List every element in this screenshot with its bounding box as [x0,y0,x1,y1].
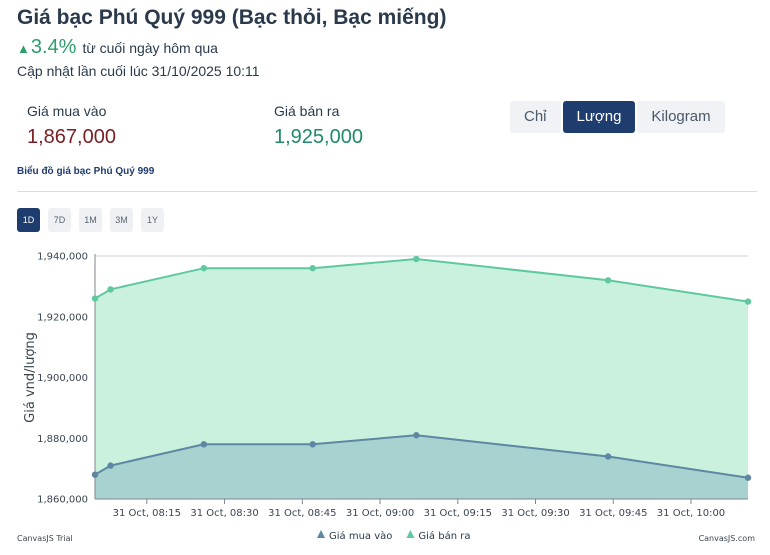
buy-legend-label[interactable]: Giá mua vào [329,530,392,542]
x-tick-label: 31 Oct, 09:45 [579,508,647,519]
y-axis-title: Giá vnd/lượng [23,332,38,423]
buy-data-point[interactable] [604,453,612,460]
y-tick-label: 1,940,000 [37,252,88,263]
up-arrow-icon: ▲ [17,41,30,56]
x-tick-label: 31 Oct, 08:45 [268,508,336,519]
sell-data-point[interactable] [91,295,99,302]
x-tick-label: 31 Oct, 09:15 [424,508,492,519]
buy-data-point[interactable] [413,432,420,439]
sell-data-point[interactable] [604,277,612,284]
page-title: Giá bạc Phú Quý 999 (Bạc thỏi, Bạc miếng… [17,6,447,29]
x-tick-label: 31 Oct, 09:30 [501,508,569,519]
y-tick-label: 1,860,000 [37,495,88,506]
sell-series-area [95,259,748,499]
buy-series-area [95,435,748,499]
change-percent: 3.4% [30,36,77,58]
canvasjs-credit: CanvasJS.com [699,534,756,543]
range-tabs: 1D 7D 1M 3M 1Y [17,208,164,232]
y-tick-label: 1,900,000 [37,373,88,384]
change-since-label: từ cuối ngày hôm qua [82,40,218,56]
chart-caption: Biểu đồ giá bạc Phú Quý 999 [17,166,155,177]
sell-data-point[interactable] [107,286,114,293]
unit-tab-kilogram[interactable]: Kilogram [637,101,725,133]
buy-legend-marker [317,530,325,538]
divider [17,191,757,192]
unit-tab-luong[interactable]: Lượng [562,101,636,133]
range-tab-3m[interactable]: 3M [110,208,133,232]
buy-data-point[interactable] [309,441,316,448]
sell-data-point[interactable] [413,255,420,263]
y-tick-label: 1,880,000 [37,434,88,445]
x-tick-label: 31 Oct, 08:15 [113,508,181,519]
buy-data-point[interactable] [91,471,99,478]
sell-data-point[interactable] [200,264,208,272]
buy-data-point[interactable] [107,462,114,469]
sell-data-point[interactable] [309,264,316,272]
x-tick-label: 31 Oct, 09:00 [346,508,414,519]
range-tab-1y[interactable]: 1Y [141,208,164,232]
x-tick-label: 31 Oct, 08:30 [190,508,258,519]
buy-price-label: Giá mua vào [27,103,107,119]
y-tick-label: 1,920,000 [37,312,88,323]
buy-price-value: 1,867,000 [27,126,116,148]
last-updated: Cập nhật lần cuối lúc 31/10/2025 10:11 [17,63,260,79]
sell-data-point[interactable] [744,298,752,305]
range-tab-1d[interactable]: 1D [17,208,40,232]
x-tick-label: 31 Oct, 10:00 [657,508,725,519]
buy-data-point[interactable] [200,441,208,448]
range-tab-1m[interactable]: 1M [79,208,102,232]
canvasjs-trial-credit: CanvasJS Trial [17,534,73,543]
price-change: ▲ 3.4% từ cuối ngày hôm qua [17,36,218,59]
range-tab-7d[interactable]: 7D [48,208,71,232]
unit-tabs: Chỉ Lượng Kilogram [510,101,725,133]
buy-data-point[interactable] [744,474,752,481]
sell-legend-label[interactable]: Giá bán ra [418,530,470,542]
unit-tab-chi[interactable]: Chỉ [510,101,561,133]
sell-price-value: 1,925,000 [274,126,363,148]
sell-legend-marker [406,530,415,538]
sell-price-label: Giá bán ra [274,103,340,119]
price-chart: 1,860,000 1,880,000 1,900,000 1,920,000 1,94… [17,252,756,544]
